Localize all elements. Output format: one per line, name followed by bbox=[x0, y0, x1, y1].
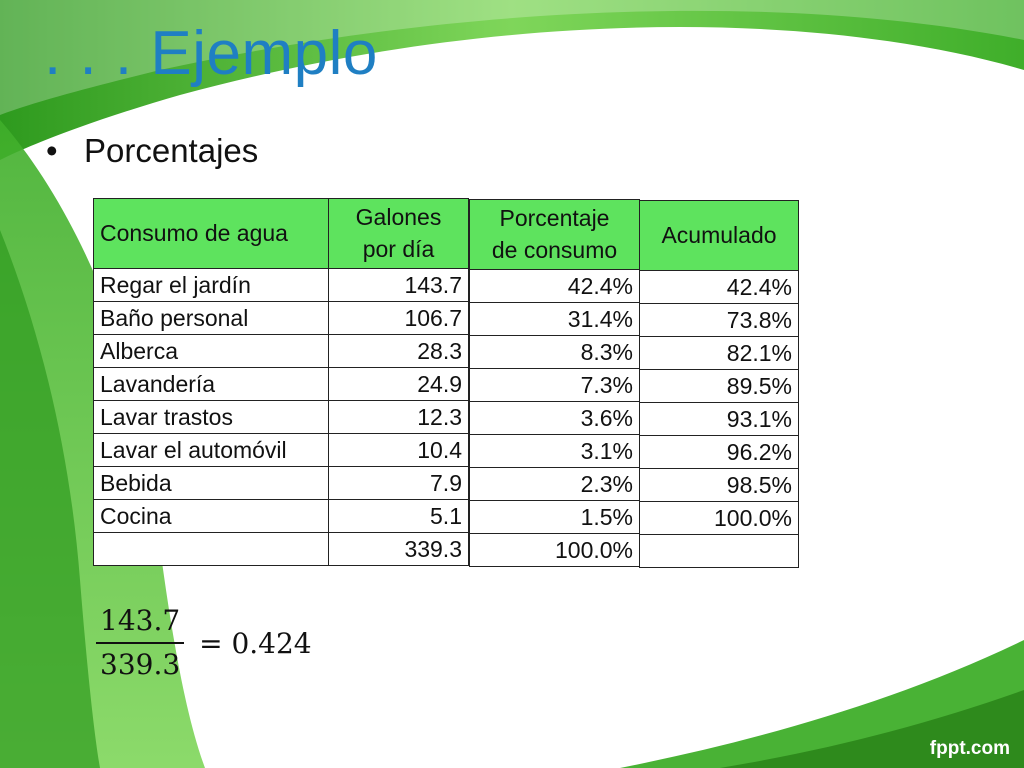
example-formula: 143.7 339.3 = 0.424 bbox=[96, 600, 312, 686]
row-cumulative: 93.1% bbox=[639, 402, 799, 436]
row-cumulative: 73.8% bbox=[639, 303, 799, 337]
table-row: 73.8% bbox=[639, 303, 799, 337]
table-row: 8.3% bbox=[469, 335, 640, 369]
table-row: 82.1% bbox=[639, 336, 799, 370]
slide-title: . . . Ejemplo bbox=[44, 19, 378, 88]
table-row: Baño personal 106.7 bbox=[93, 301, 469, 335]
table-row: 42.4% bbox=[639, 270, 799, 304]
row-cumulative: 89.5% bbox=[639, 369, 799, 403]
row-label: Lavar trastos bbox=[93, 400, 329, 434]
bullet-text: Porcentajes bbox=[84, 132, 259, 169]
fppt-logo: fppt.com bbox=[929, 738, 1010, 759]
row-label: Baño personal bbox=[93, 301, 329, 335]
bullet-dot: • bbox=[46, 132, 58, 169]
header-porcentaje: Porcentaje de consumo bbox=[469, 199, 640, 270]
row-label bbox=[93, 532, 329, 566]
fraction: 143.7 339.3 bbox=[96, 600, 185, 686]
row-cumulative: 98.5% bbox=[639, 468, 799, 502]
row-percentage: 31.4% bbox=[469, 302, 640, 336]
header-galones: Galones por día bbox=[328, 198, 469, 269]
header-consumo: Consumo de agua bbox=[93, 198, 329, 269]
row-percentage: 2.3% bbox=[469, 467, 640, 501]
row-label: Bebida bbox=[93, 466, 329, 500]
header-acumulado: Acumulado bbox=[639, 200, 799, 271]
row-gallons: 10.4 bbox=[328, 433, 469, 467]
row-label: Lavandería bbox=[93, 367, 329, 401]
row-gallons: 143.7 bbox=[328, 268, 469, 302]
row-gallons: 339.3 bbox=[328, 532, 469, 566]
table-row: 7.3% bbox=[469, 368, 640, 402]
row-percentage: 8.3% bbox=[469, 335, 640, 369]
table-row: 98.5% bbox=[639, 468, 799, 502]
table-row: Lavandería 24.9 bbox=[93, 367, 469, 401]
table-header-row: Consumo de agua Galones por día bbox=[93, 198, 469, 269]
row-label: Lavar el automóvil bbox=[93, 433, 329, 467]
percentage-table: Porcentaje de consumo 42.4% 31.4% 8.3% 7.3%… bbox=[469, 199, 640, 567]
table-row: 100.0% bbox=[639, 501, 799, 535]
row-label: Regar el jardín bbox=[93, 268, 329, 302]
row-percentage: 42.4% bbox=[469, 269, 640, 303]
table-row: 339.3 bbox=[93, 532, 469, 566]
table-row: 2.3% bbox=[469, 467, 640, 501]
row-gallons: 28.3 bbox=[328, 334, 469, 368]
row-gallons: 24.9 bbox=[328, 367, 469, 401]
row-gallons: 5.1 bbox=[328, 499, 469, 533]
row-cumulative: 100.0% bbox=[639, 501, 799, 535]
row-gallons: 12.3 bbox=[328, 400, 469, 434]
table-row: Bebida 7.9 bbox=[93, 466, 469, 500]
table-row: 1.5% bbox=[469, 500, 640, 534]
row-cumulative: 96.2% bbox=[639, 435, 799, 469]
row-cumulative bbox=[639, 534, 799, 568]
bullet-item: • Porcentajes bbox=[46, 132, 258, 170]
water-usage-table: Consumo de agua Galones por día Regar el… bbox=[93, 198, 469, 566]
table-row: Lavar trastos 12.3 bbox=[93, 400, 469, 434]
row-cumulative: 82.1% bbox=[639, 336, 799, 370]
row-gallons: 7.9 bbox=[328, 466, 469, 500]
table-row: 93.1% bbox=[639, 402, 799, 436]
table-row: 42.4% bbox=[469, 269, 640, 303]
table-header-row: Acumulado bbox=[639, 200, 799, 271]
table-row: 100.0% bbox=[469, 533, 640, 567]
table-row: 3.6% bbox=[469, 401, 640, 435]
table-row: Lavar el automóvil 10.4 bbox=[93, 433, 469, 467]
table-row: 31.4% bbox=[469, 302, 640, 336]
table-header-row: Porcentaje de consumo bbox=[469, 199, 640, 270]
row-label: Alberca bbox=[93, 334, 329, 368]
row-label: Cocina bbox=[93, 499, 329, 533]
row-percentage: 7.3% bbox=[469, 368, 640, 402]
table-row: 96.2% bbox=[639, 435, 799, 469]
row-gallons: 106.7 bbox=[328, 301, 469, 335]
table-row: Cocina 5.1 bbox=[93, 499, 469, 533]
table-row: Regar el jardín 143.7 bbox=[93, 268, 469, 302]
row-percentage: 3.1% bbox=[469, 434, 640, 468]
table-row: 89.5% bbox=[639, 369, 799, 403]
formula-result: = 0.424 bbox=[199, 626, 312, 660]
table-row: Alberca 28.3 bbox=[93, 334, 469, 368]
row-percentage: 3.6% bbox=[469, 401, 640, 435]
denominator: 339.3 bbox=[100, 648, 181, 681]
row-percentage: 1.5% bbox=[469, 500, 640, 534]
numerator: 143.7 bbox=[96, 600, 185, 644]
cumulative-table: Acumulado 42.4% 73.8% 82.1% 89.5% 93.1% 96.2%… bbox=[639, 200, 799, 568]
row-percentage: 100.0% bbox=[469, 533, 640, 567]
row-cumulative: 42.4% bbox=[639, 270, 799, 304]
table-row bbox=[639, 534, 799, 568]
table-row: 3.1% bbox=[469, 434, 640, 468]
